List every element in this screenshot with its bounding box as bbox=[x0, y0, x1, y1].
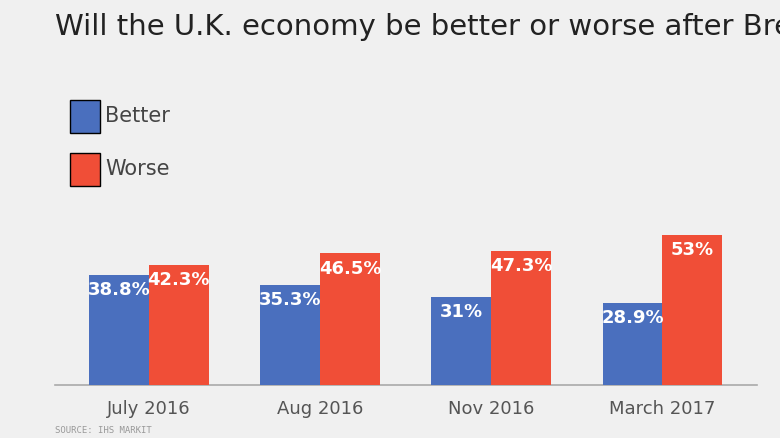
Text: 28.9%: 28.9% bbox=[601, 309, 664, 327]
Text: 35.3%: 35.3% bbox=[259, 291, 321, 309]
Text: 53%: 53% bbox=[671, 240, 714, 258]
Text: 46.5%: 46.5% bbox=[319, 259, 381, 277]
Bar bbox=[602, 304, 662, 385]
Bar bbox=[491, 251, 551, 385]
Bar bbox=[89, 276, 149, 385]
Bar bbox=[149, 266, 209, 385]
Text: SOURCE: IHS MARKIT: SOURCE: IHS MARKIT bbox=[55, 424, 151, 434]
Text: 38.8%: 38.8% bbox=[87, 281, 151, 299]
Bar bbox=[431, 298, 491, 385]
Text: Better: Better bbox=[105, 106, 170, 126]
Text: 31%: 31% bbox=[440, 303, 483, 321]
Text: Worse: Worse bbox=[105, 159, 170, 179]
Text: Will the U.K. economy be better or worse after Brexit?: Will the U.K. economy be better or worse… bbox=[55, 13, 780, 41]
Bar bbox=[662, 236, 722, 385]
Text: 47.3%: 47.3% bbox=[490, 257, 552, 275]
Text: 42.3%: 42.3% bbox=[147, 271, 210, 289]
Bar bbox=[260, 286, 320, 385]
Bar bbox=[320, 254, 380, 385]
